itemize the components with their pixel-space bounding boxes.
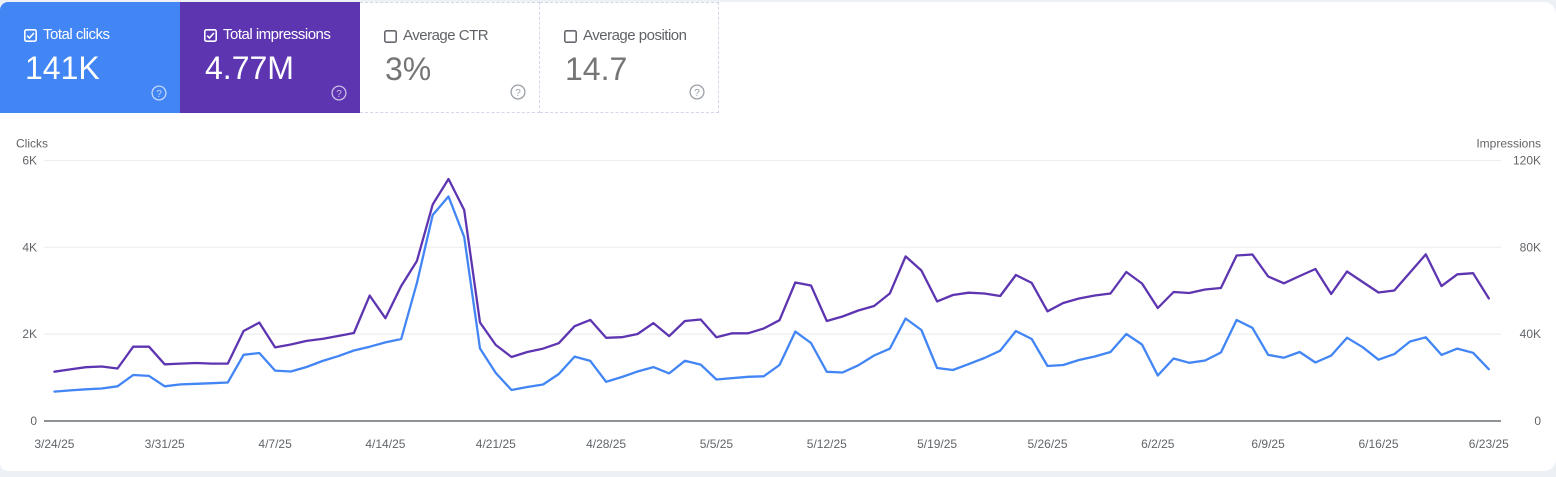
svg-text:6/9/25: 6/9/25 (1251, 437, 1285, 451)
svg-text:5/26/25: 5/26/25 (1027, 437, 1067, 451)
svg-text:120K: 120K (1513, 154, 1541, 168)
svg-text:6/16/25: 6/16/25 (1358, 437, 1398, 451)
svg-text:3/31/25: 3/31/25 (145, 437, 185, 451)
svg-text:4/7/25: 4/7/25 (258, 437, 292, 451)
svg-text:?: ? (336, 89, 342, 100)
svg-text:Clicks: Clicks (16, 137, 48, 151)
svg-text:6/2/25: 6/2/25 (1141, 437, 1175, 451)
svg-text:3/24/25: 3/24/25 (34, 437, 74, 451)
svg-text:5/12/25: 5/12/25 (807, 437, 847, 451)
svg-text:?: ? (515, 88, 521, 99)
svg-text:4/14/25: 4/14/25 (365, 437, 405, 451)
svg-text:?: ? (156, 89, 162, 100)
svg-text:5/5/25: 5/5/25 (700, 437, 734, 451)
svg-text:0: 0 (30, 414, 37, 428)
svg-text:4/21/25: 4/21/25 (476, 437, 516, 451)
svg-text:4/28/25: 4/28/25 (586, 437, 626, 451)
svg-text:2K: 2K (22, 327, 37, 341)
svg-text:5/19/25: 5/19/25 (917, 437, 957, 451)
svg-text:?: ? (694, 88, 700, 99)
svg-text:6/23/25: 6/23/25 (1469, 437, 1509, 451)
svg-text:0: 0 (1534, 414, 1541, 428)
svg-text:6K: 6K (22, 154, 37, 168)
svg-text:80K: 80K (1520, 240, 1541, 254)
svg-text:Impressions: Impressions (1476, 137, 1541, 151)
svg-text:4K: 4K (22, 240, 37, 254)
svg-text:40K: 40K (1520, 327, 1541, 341)
